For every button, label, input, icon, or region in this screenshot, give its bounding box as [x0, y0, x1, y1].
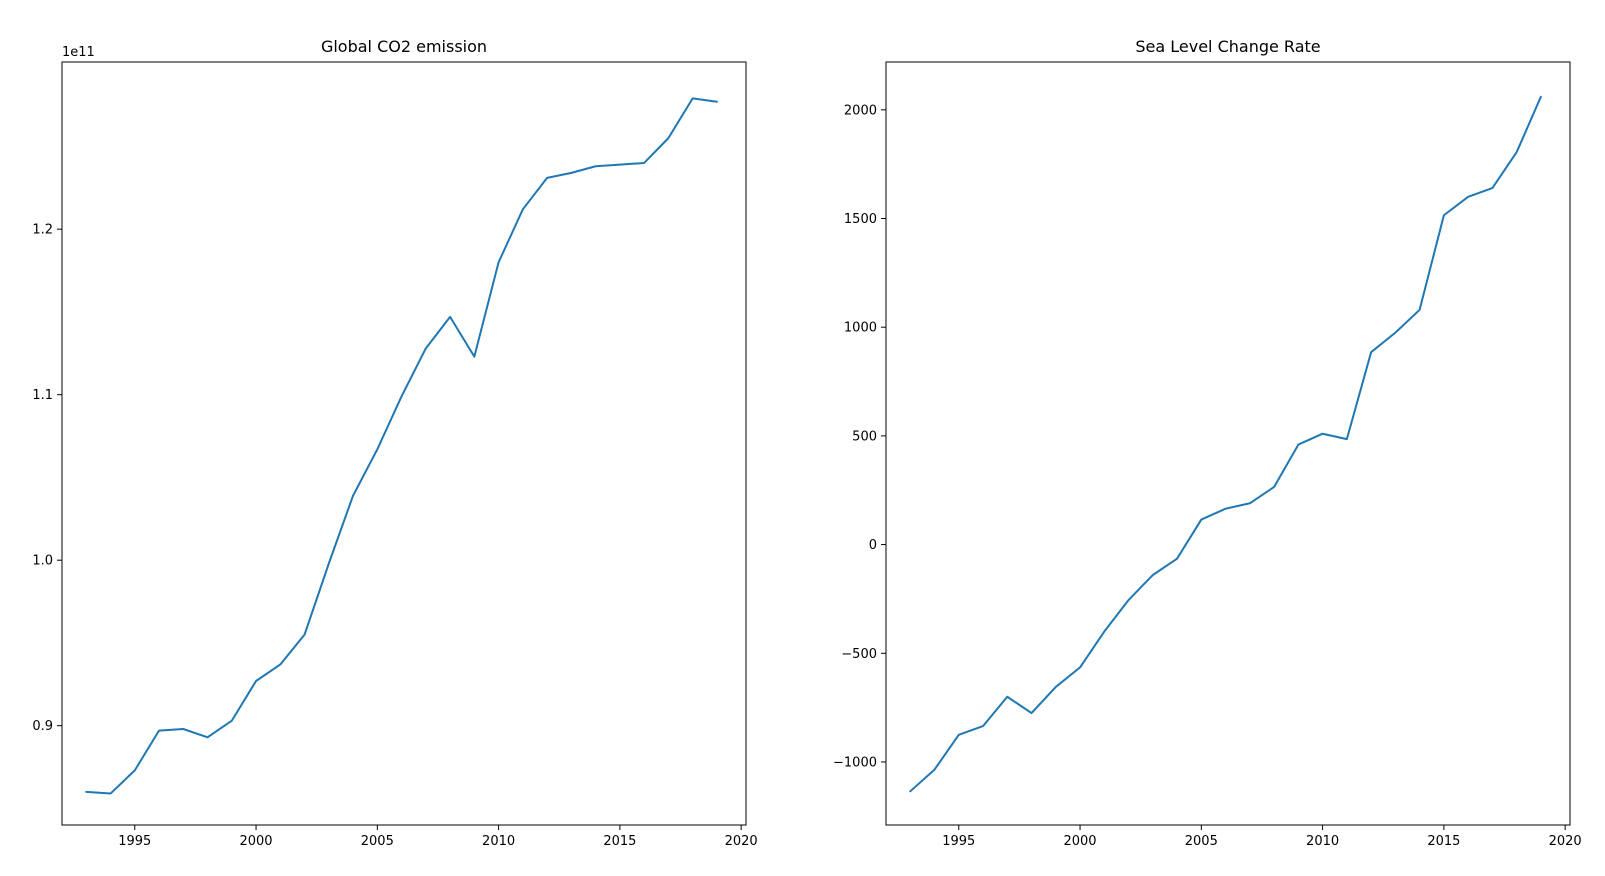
x-tick-label: 2015	[1427, 834, 1460, 849]
axes-frame	[885, 61, 1571, 826]
x-tick-label: 2010	[1306, 834, 1339, 849]
x-tick-label: 1995	[118, 834, 151, 849]
y-tick-label: −500	[841, 647, 877, 662]
y-tick-label: −1000	[833, 755, 877, 770]
y-tick-label: 1.0	[32, 554, 53, 569]
chart-title: Global CO2 emission	[321, 37, 487, 56]
x-tick-label: 2005	[1185, 834, 1218, 849]
y-tick-label: 1000	[844, 321, 877, 336]
x-tick-label: 2010	[482, 834, 515, 849]
y-tick-label: 500	[852, 429, 877, 444]
x-tick-label: 2015	[603, 834, 636, 849]
series-line	[909, 95, 1542, 793]
x-tick-label: 2000	[1063, 834, 1096, 849]
y-tick-label: 0.9	[32, 719, 53, 734]
x-tick-label: 2000	[239, 834, 272, 849]
x-tick-label: 1995	[942, 834, 975, 849]
series-line	[85, 97, 718, 795]
x-tick-label: 2020	[1549, 834, 1582, 849]
y-tick-label: 1500	[844, 212, 877, 227]
chart-sea-level-change-rate: Sea Level Change Rate 1995 2000 2005 2010 201…	[833, 37, 1582, 849]
chart-title: Sea Level Change Rate	[1135, 37, 1320, 56]
x-tick-label: 2005	[361, 834, 394, 849]
y-tick-label: 2000	[844, 103, 877, 118]
y-tick-label: 1.1	[32, 388, 53, 403]
y-offset-label: 1e11	[62, 45, 95, 60]
axes-frame	[61, 61, 747, 826]
y-tick-label: 1.2	[32, 223, 53, 238]
x-tick-label: 2020	[725, 834, 758, 849]
y-tick-label: 0	[869, 538, 877, 553]
chart-global-co2-emission: Global CO2 emission 1e11 1995 2000 2005 2010 2…	[32, 37, 757, 849]
